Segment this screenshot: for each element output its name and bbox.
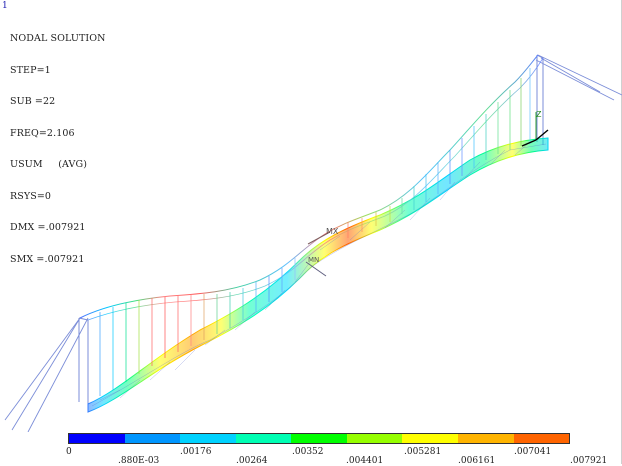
info-dmx: DMX =.007921 [10,222,86,233]
deck-bracing [91,141,547,407]
info-smx: SMX =.007921 [10,253,85,265]
legend-band [235,434,292,443]
left-tower [78,317,89,406]
legend-label: .007041 [514,447,552,457]
mn-marker: MN [305,256,327,277]
legend-label: .007921 [570,456,608,466]
legend-band [180,434,236,443]
right-anchorage-cables [535,54,622,101]
mx-label: MX [326,227,339,236]
legend-label: .880E-03 [118,456,160,466]
main-cable-inner [87,57,544,321]
main-cable [79,54,539,319]
info-substep: SUB =22 [10,96,56,107]
legend-band [69,434,125,443]
left-anchorage-cables [4,317,89,432]
window-number: 1 [2,1,8,11]
legend-label: .004401 [346,456,384,466]
legend-band [457,434,514,443]
legend-band [346,434,403,443]
legend-band [124,434,181,443]
legend-band [513,434,570,443]
right-tower [536,54,544,145]
bridge-deformed-model[interactable]: MX MN Z [0,0,622,432]
info-title: NODAL SOLUTION [10,33,106,44]
axis-triad: Z [521,110,549,147]
hangers [99,68,531,396]
deck-surface [87,137,549,413]
mx-marker: MX [307,227,339,245]
y-axis-line [535,129,549,141]
info-step: STEP=1 [10,64,51,76]
legend-label: .00176 [180,447,212,457]
legend-label: .006161 [458,456,496,466]
info-result-item: USUM (AVG) [10,159,87,170]
legend-label: .00352 [292,447,324,457]
legend-band [402,434,458,443]
info-frequency: FREQ=2.106 [10,127,75,139]
contour-legend-bar [68,433,570,444]
info-coordinate-system: RSYS=0 [10,190,52,202]
legend-band [291,434,347,443]
legend-label: .00264 [236,456,268,466]
solution-info-block: NODAL SOLUTION STEP=1 SUB =22 FREQ=2.106… [10,13,106,286]
legend-label: .005281 [404,447,442,457]
mn-label: MN [308,256,319,264]
z-axis-label: Z [536,110,542,119]
legend-label: 0 [66,447,72,457]
x-axis-line [521,139,537,147]
